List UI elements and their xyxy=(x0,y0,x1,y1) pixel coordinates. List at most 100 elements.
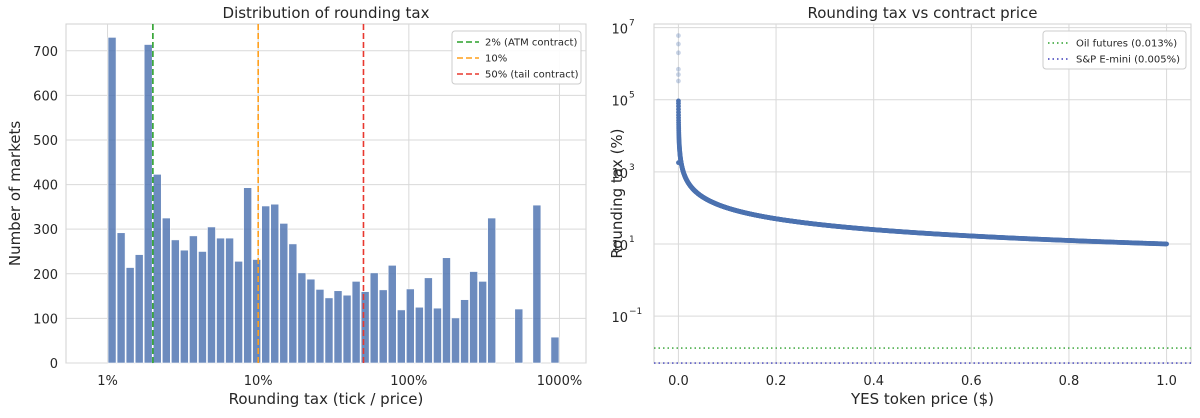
histogram-legend-label: 50% (tail contract) xyxy=(485,70,579,81)
scatter-legend-label: Oil futures (0.013%) xyxy=(1076,39,1177,50)
histogram-bar xyxy=(532,204,542,364)
histogram-bar xyxy=(243,187,252,364)
histogram-bar xyxy=(324,297,334,364)
scatter-point xyxy=(676,50,681,56)
scatter-y-tick-label: 10 xyxy=(611,23,628,38)
histogram-bar xyxy=(134,254,144,364)
histogram-bar xyxy=(415,306,424,364)
histogram-bar xyxy=(351,281,361,364)
histogram-bar xyxy=(180,249,189,364)
histogram-bar xyxy=(270,203,280,364)
histogram-bar xyxy=(360,291,370,364)
scatter-point xyxy=(676,33,681,39)
histogram-legend-label: 10% xyxy=(485,54,507,65)
histogram-bar xyxy=(107,37,117,364)
scatter-y-tick-exponent: 5 xyxy=(629,91,635,101)
histogram-y-tick-label: 100 xyxy=(33,312,58,327)
histogram-bar xyxy=(306,278,316,364)
histogram-bar xyxy=(369,272,379,364)
histogram-title: Distribution of rounding tax xyxy=(223,4,430,22)
scatter-x-tick-label: 0.6 xyxy=(961,374,982,389)
scatter-y-tick-label: 10 xyxy=(611,167,628,182)
histogram-x-tick-label: 100% xyxy=(390,374,427,389)
histogram-y-tick-label: 500 xyxy=(33,134,58,149)
histogram-legend-box xyxy=(451,30,582,85)
scatter-point xyxy=(676,78,681,84)
histogram-legend-label: 2% (ATM contract) xyxy=(485,38,577,49)
histogram-bar xyxy=(207,226,216,364)
histogram-bar xyxy=(433,307,442,364)
histogram-legend: 2% (ATM contract) 10% 50% (tail contract) xyxy=(451,30,582,85)
histogram-bar xyxy=(424,277,433,364)
histogram-bar xyxy=(279,223,289,364)
histogram-bar xyxy=(152,174,162,364)
histogram-bar xyxy=(396,309,406,364)
histogram-x-tick-label: 1000% xyxy=(537,374,582,389)
histogram-y-tick-label: 600 xyxy=(33,89,58,104)
histogram-bar xyxy=(315,289,325,364)
histogram-bar xyxy=(161,217,171,364)
scatter-plot-area xyxy=(653,23,1192,364)
histogram-x-axis-label: Rounding tax (tick / price) xyxy=(229,390,424,408)
scatter-y-tick-exponent: 7 xyxy=(629,19,635,29)
scatter-y-axis-label: Rounding tax (%) xyxy=(608,128,626,258)
histogram-y-tick-label: 0 xyxy=(50,357,58,372)
histogram-y-tick-label: 400 xyxy=(33,179,58,194)
scatter-legend-label: S&P E-mini (0.005%) xyxy=(1076,55,1180,66)
histogram-bar xyxy=(342,294,352,364)
histogram-bar xyxy=(387,265,397,364)
histogram-panel: 1% 10% 100% 1000% 0 100 200 300 400 500 600 700 Dist… xyxy=(6,4,587,408)
histogram-bar xyxy=(406,288,415,364)
histogram-bar xyxy=(297,272,307,364)
histogram-bar xyxy=(234,260,243,364)
histogram-bar xyxy=(225,237,234,364)
histogram-bar xyxy=(171,239,180,364)
histogram-bar xyxy=(252,259,261,364)
scatter-y-tick-label: 10 xyxy=(611,311,628,326)
histogram-bar xyxy=(378,289,388,364)
scatter-legend-box xyxy=(1042,30,1187,70)
histogram-bar xyxy=(261,205,271,364)
scatter-x-axis-label: YES token price ($) xyxy=(850,390,994,408)
histogram-y-tick-label: 700 xyxy=(33,45,58,60)
histogram-x-tick-label: 10% xyxy=(244,374,273,389)
scatter-title: Rounding tax vs contract price xyxy=(807,4,1037,22)
histogram-bar xyxy=(116,232,126,364)
scatter-point xyxy=(676,72,681,77)
histogram-y-tick-label: 300 xyxy=(33,223,58,238)
scatter-legend: Oil futures (0.013%) S&P E-mini (0.005%) xyxy=(1042,30,1187,70)
scatter-y-tick-exponent: 1 xyxy=(629,235,635,245)
histogram-y-axis-label: Number of markets xyxy=(6,121,24,266)
scatter-point xyxy=(676,41,681,47)
histogram-bar xyxy=(514,308,524,364)
scatter-x-tick-label: 0.4 xyxy=(863,374,884,389)
scatter-x-tick-label: 0.0 xyxy=(668,374,689,389)
scatter-points xyxy=(676,33,1169,247)
histogram-bar xyxy=(198,251,207,364)
histogram-bar xyxy=(487,217,497,364)
histogram-bar xyxy=(216,237,225,364)
histogram-bar xyxy=(469,271,478,364)
scatter-x-tick-label: 0.2 xyxy=(766,374,787,389)
histogram-bar xyxy=(189,235,198,364)
histogram-bar xyxy=(125,267,135,364)
histogram-bar xyxy=(143,44,153,364)
scatter-x-tick-label: 0.8 xyxy=(1059,374,1080,389)
scatter-y-tick-exponent: 3 xyxy=(629,163,635,173)
scatter-y-tick-label: 10 xyxy=(611,95,628,110)
scatter-y-tick-label: 10 xyxy=(611,239,628,254)
histogram-bar xyxy=(333,290,343,364)
scatter-point xyxy=(676,66,681,72)
scatter-x-tick-label: 1.0 xyxy=(1156,374,1177,389)
scatter-y-tick-exponent: −1 xyxy=(629,307,642,317)
histogram-bar xyxy=(550,336,560,364)
histogram-x-tick-label: 1% xyxy=(97,374,118,389)
histogram-y-tick-label: 200 xyxy=(33,268,58,283)
histogram-bar xyxy=(451,317,460,364)
scatter-point xyxy=(1164,241,1169,247)
histogram-bar xyxy=(442,257,451,364)
histogram-bar xyxy=(288,243,298,364)
histogram-bar xyxy=(478,281,487,364)
